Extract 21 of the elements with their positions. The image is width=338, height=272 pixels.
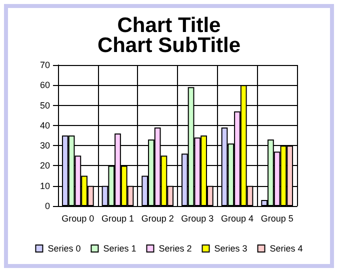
y-tick-label: 70 [40, 60, 50, 70]
y-tick-label: 50 [40, 100, 50, 110]
x-tick-label: Group 0 [62, 214, 94, 224]
legend-label: Series 2 [158, 244, 192, 254]
y-tick-label: 60 [40, 80, 50, 90]
legend-label: Series 0 [48, 244, 81, 254]
x-tick-label: Group 3 [181, 214, 214, 224]
x-tick-label: Group 4 [220, 214, 254, 224]
x-tick-label: Group 1 [101, 214, 134, 224]
legend-label: Series 3 [214, 244, 248, 254]
legend-label: Series 1 [103, 244, 136, 254]
y-tick-label: 20 [40, 160, 50, 171]
legend-label: Series 4 [270, 244, 303, 254]
y-tick-label: 30 [40, 140, 50, 151]
y-tick-label: 40 [40, 120, 50, 130]
chart-subtitle: Chart SubTitle [97, 34, 241, 57]
x-tick-label: Group 2 [141, 214, 174, 224]
y-tick-label: 0 [44, 201, 50, 211]
chart-title: Chart Title [117, 14, 221, 37]
y-tick-label: 10 [40, 180, 50, 191]
x-tick-label: Group 5 [260, 214, 294, 224]
